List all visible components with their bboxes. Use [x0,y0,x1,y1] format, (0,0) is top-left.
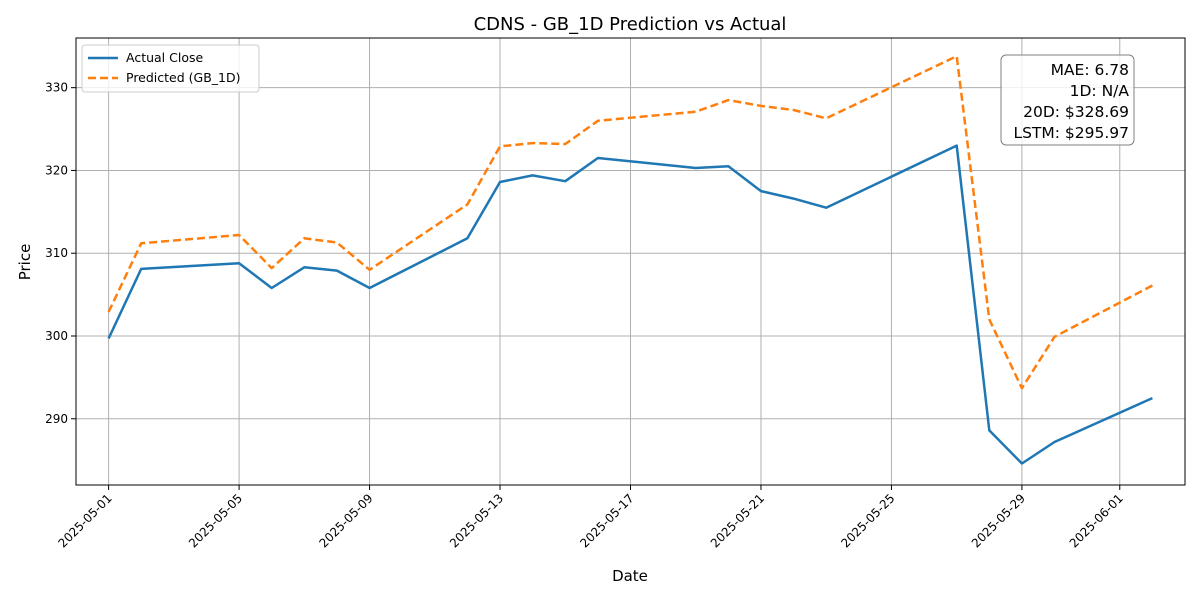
x-tick-label: 2025-05-01 [56,491,115,550]
stats-annotation: MAE: 6.78 1D: N/A 20D: $328.69 LSTM: $29… [1000,54,1135,146]
chart-title: CDNS - GB_1D Prediction vs Actual [474,14,787,35]
x-tick-label: 2025-05-09 [316,491,375,550]
y-axis-ticks: 290 300 310 320 330 [45,81,76,426]
stats-20d: 20D: $328.69 [1023,103,1129,121]
legend-label-actual: Actual Close [126,50,203,65]
series-line-predicted [107,54,1153,390]
stats-1d: 1D: N/A [1070,82,1130,100]
x-tick-label: 2025-05-21 [708,491,767,550]
y-tick-label: 300 [45,329,68,343]
x-axis-label: Date [612,567,648,585]
y-axis-label: Price [16,244,34,281]
x-tick-label: 2025-05-17 [577,491,636,550]
legend-label-predicted: Predicted (GB_1D) [126,70,241,85]
legend-box [81,44,260,93]
series-line-actual-close [107,144,1153,465]
y-tick-label: 290 [45,412,68,426]
stats-box-frame [1000,54,1135,146]
x-tick-label: 2025-05-25 [838,491,897,550]
legend: Actual Close Predicted (GB_1D) [81,44,260,93]
stats-mae: MAE: 6.78 [1051,61,1129,79]
x-tick-label: 2025-06-01 [1067,491,1126,550]
series-layer [107,54,1153,465]
y-tick-label: 310 [45,246,68,260]
x-axis-ticks: 2025-05-01 2025-05-05 2025-05-09 2025-05-13… [56,485,1126,550]
x-tick-label: 2025-05-13 [447,491,506,550]
x-tick-label: 2025-05-05 [186,491,245,550]
y-tick-label: 320 [45,163,68,177]
grid-lines [76,38,1185,485]
stats-lstm: LSTM: $295.97 [1013,124,1129,142]
x-tick-label: 2025-05-29 [969,491,1028,550]
y-tick-label: 330 [45,81,68,95]
